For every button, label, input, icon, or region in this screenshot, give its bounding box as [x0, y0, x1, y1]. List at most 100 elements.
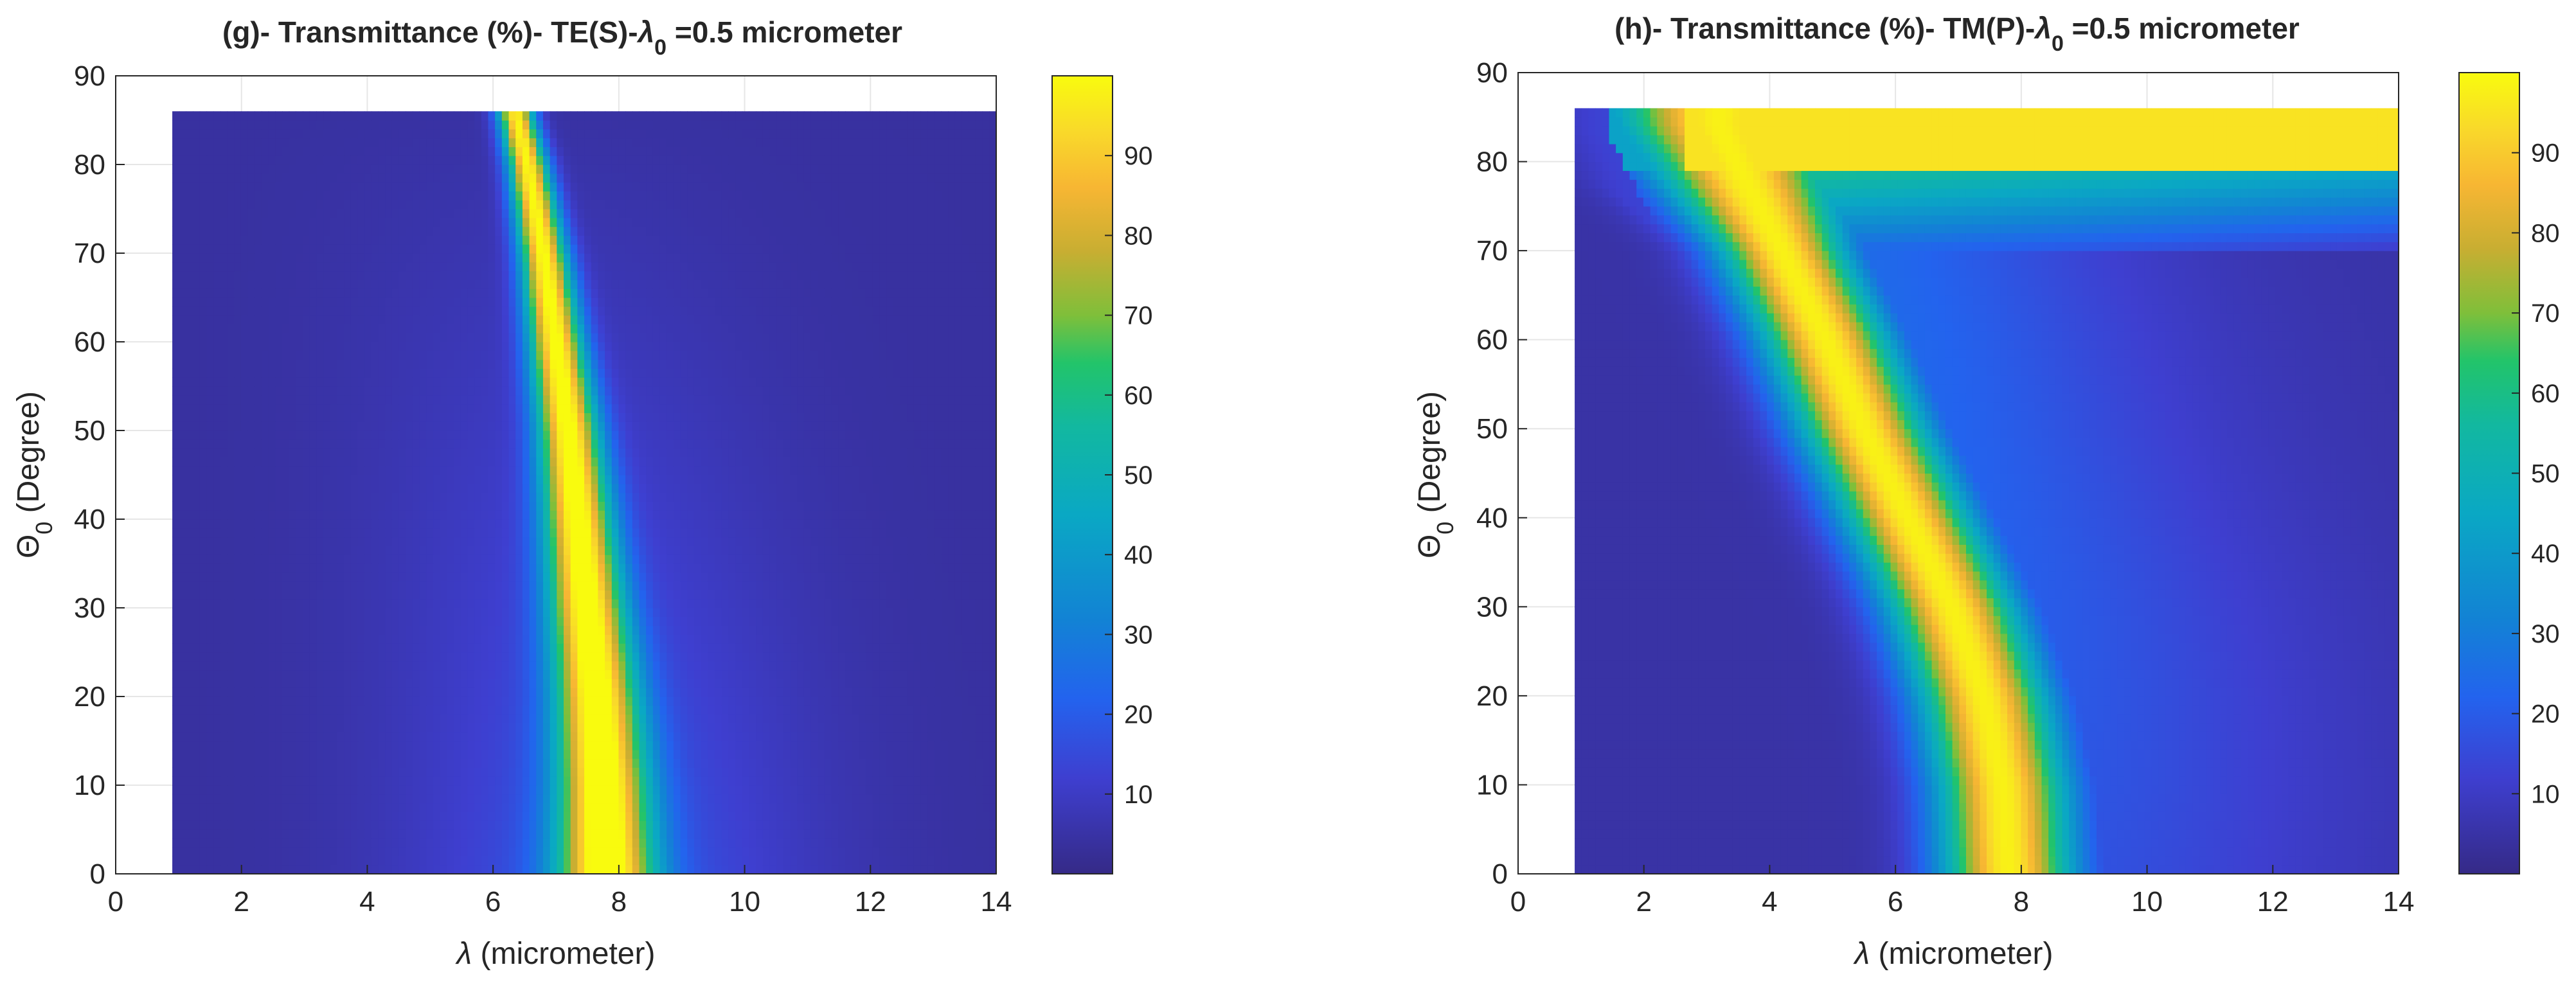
heatmap-cell [406, 767, 413, 776]
heatmap-cell [440, 643, 447, 652]
heatmap-cell [598, 581, 605, 590]
heatmap-cell [879, 519, 886, 528]
heatmap-cell [825, 812, 832, 821]
heatmap-cell [262, 599, 269, 608]
heatmap-cell [515, 856, 523, 865]
heatmap-cell [241, 626, 248, 635]
heatmap-cell [681, 617, 688, 626]
heatmap-cell [461, 528, 468, 537]
heatmap-cell [413, 555, 420, 563]
heatmap-cell [481, 856, 488, 865]
heatmap-cell [426, 732, 433, 741]
heatmap-cell [811, 634, 818, 643]
heatmap-cell [962, 776, 969, 785]
heatmap-cell [296, 679, 303, 688]
heatmap-cell [832, 865, 839, 874]
heatmap-cell [193, 688, 200, 697]
heatmap-cell [536, 661, 543, 670]
heatmap-cell [241, 812, 248, 821]
heatmap-cell [234, 714, 241, 723]
heatmap-cell [577, 759, 584, 768]
heatmap-cell [186, 652, 193, 661]
heatmap-cell [838, 679, 845, 688]
heatmap-cell [495, 839, 502, 847]
heatmap-cell [351, 581, 358, 590]
heatmap-cell [605, 785, 612, 794]
heatmap-cell [351, 741, 358, 750]
heatmap-cell [316, 741, 323, 750]
heatmap-cell [399, 767, 406, 776]
heatmap-cell [935, 705, 942, 714]
heatmap-cell [584, 785, 591, 794]
heatmap-cell [660, 546, 667, 555]
heatmap-cell [804, 776, 811, 785]
heatmap-cell [681, 785, 688, 794]
heatmap-cell [358, 617, 365, 626]
heatmap-cell [701, 794, 708, 803]
heatmap-cell [262, 741, 269, 750]
heatmap-cell [701, 608, 708, 617]
heatmap-cell [873, 572, 880, 581]
heatmap-cell [420, 501, 427, 510]
heatmap-cell [920, 732, 927, 741]
heatmap-cell [948, 617, 955, 626]
heatmap-cell [447, 856, 454, 865]
heatmap-cell [509, 821, 516, 830]
heatmap-cell [694, 563, 701, 572]
heatmap-cell [467, 821, 474, 830]
heatmap-cell [495, 501, 502, 510]
heatmap-cell [269, 501, 276, 510]
heatmap-cell [866, 572, 873, 581]
heatmap-cell [289, 865, 296, 874]
heatmap-cell [509, 519, 516, 528]
heatmap-cell [715, 572, 722, 581]
heatmap-cell [632, 803, 640, 812]
heatmap-cell [495, 812, 502, 821]
heatmap-cell [742, 572, 749, 581]
heatmap-cell [275, 670, 282, 679]
heatmap-cell [303, 741, 310, 750]
heatmap-cell [186, 767, 193, 776]
heatmap-cell [598, 759, 605, 768]
heatmap-cell [440, 767, 447, 776]
heatmap-cell [186, 661, 193, 670]
heatmap-cell [536, 501, 543, 510]
heatmap-cell [364, 732, 371, 741]
heatmap-cell [625, 741, 632, 750]
heatmap-cell [694, 812, 701, 821]
heatmap-cell [577, 643, 584, 652]
heatmap-cell [282, 546, 289, 555]
heatmap-cell [632, 821, 640, 830]
heatmap-cell [942, 741, 949, 750]
heatmap-cell [358, 821, 365, 830]
heatmap-cell [262, 856, 269, 865]
heatmap-cell [296, 759, 303, 768]
heatmap-cell [969, 661, 976, 670]
heatmap-cell [523, 519, 530, 528]
heatmap-cell [420, 581, 427, 590]
heatmap-cell [666, 839, 674, 847]
heatmap-cell [886, 776, 893, 785]
heatmap-cell [920, 741, 927, 750]
heatmap-cell [454, 705, 461, 714]
heatmap-cell [742, 856, 749, 865]
heatmap-cell [783, 688, 791, 697]
heatmap-cell [660, 688, 667, 697]
heatmap-cell [255, 697, 262, 705]
heatmap-cell [783, 803, 791, 812]
heatmap-cell [935, 750, 942, 759]
heatmap-cell [756, 803, 763, 812]
heatmap-cell [213, 634, 220, 643]
heatmap-cell [832, 563, 839, 572]
heatmap-cell [282, 555, 289, 563]
heatmap-cell [591, 563, 598, 572]
heatmap-cell [385, 723, 392, 732]
heatmap-cell [976, 599, 983, 608]
heatmap-cell [179, 626, 186, 635]
heatmap-cell [886, 634, 893, 643]
heatmap-cell [228, 714, 235, 723]
heatmap-cell [893, 626, 900, 635]
heatmap-cell [728, 759, 735, 768]
heatmap-cell [337, 688, 344, 697]
heatmap-cell [976, 546, 983, 555]
